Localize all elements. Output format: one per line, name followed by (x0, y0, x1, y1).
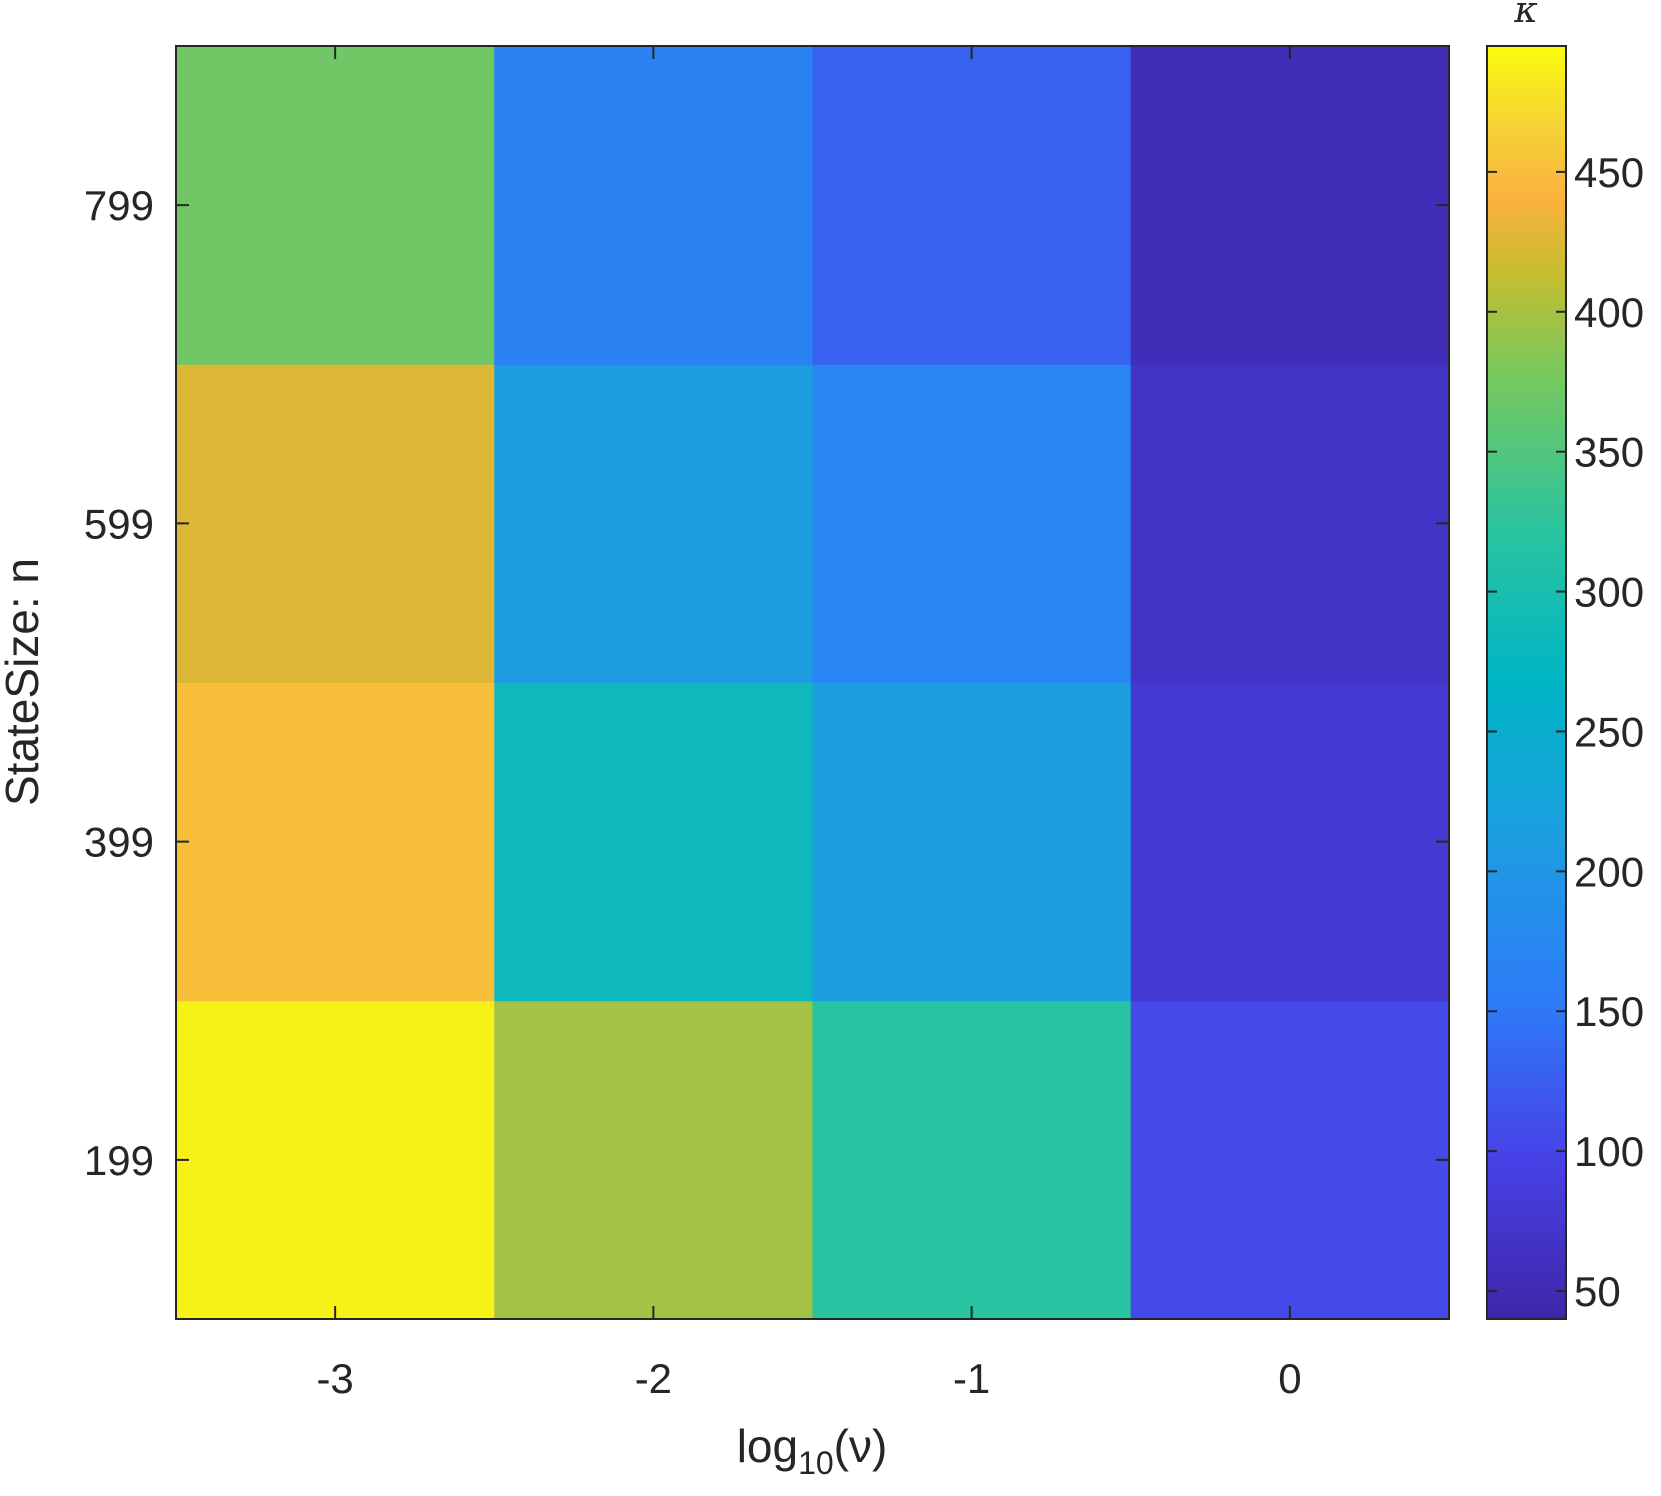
colorbar-tick-label: 200 (1574, 848, 1644, 895)
colorbar-tick-label: 150 (1574, 988, 1644, 1035)
colorbar-tick-label: 250 (1574, 708, 1644, 755)
y-tick-label: 799 (84, 182, 154, 229)
heatmap-cell (1130, 46, 1450, 365)
y-tick-label: 199 (84, 1137, 154, 1184)
colorbar-ticks: 50 100 150 200 250 300 350 400 450 (1487, 149, 1644, 1315)
x-axis-title-subscript: 10 (798, 1445, 834, 1481)
heatmap-cell (1130, 1000, 1450, 1320)
y-tick-labels: 199 399 599 799 (84, 182, 154, 1184)
x-tick-label: -1 (953, 1355, 990, 1402)
y-tick-label: 599 (84, 500, 154, 547)
heatmap-cells (176, 46, 1450, 1320)
heatmap-cell (812, 682, 1132, 1002)
colorbar-tick-label: 300 (1574, 569, 1644, 616)
x-axis-title-base: log (737, 1420, 798, 1472)
heatmap-cell (494, 682, 813, 1002)
plot-frame (175, 45, 1450, 1320)
y-axis-title: StateSize: n (0, 558, 48, 806)
x-tick-labels: -3 -2 -1 0 (316, 1355, 1301, 1402)
heatmap-cell (1130, 682, 1450, 1002)
x-tick-label: 0 (1278, 1355, 1301, 1402)
heatmap-cell (1130, 364, 1450, 683)
colorbar-tick-label: 400 (1574, 289, 1644, 336)
heatmap-cell (812, 46, 1132, 365)
heatmap-cell (494, 1000, 813, 1320)
colorbar-title: κ (1513, 0, 1538, 31)
y-tick-label: 399 (84, 819, 154, 866)
heatmap-cell (812, 1000, 1132, 1320)
heatmap-cell (176, 1000, 495, 1320)
axis-ticks (176, 46, 1449, 1319)
colorbar-tick-label: 350 (1574, 429, 1644, 476)
colorbar-tick-label: 50 (1574, 1268, 1621, 1315)
x-axis-title: log10(ν) (737, 1420, 888, 1481)
heatmap-cell (494, 364, 813, 683)
heatmap-cell (176, 682, 495, 1002)
x-tick-label: -2 (635, 1355, 672, 1402)
colorbar-tick-label: 450 (1574, 149, 1644, 196)
heatmap-cell (812, 364, 1132, 683)
heatmap-cell (494, 46, 813, 365)
x-axis-title-arg: (ν) (834, 1420, 888, 1472)
heatmap-cell (176, 46, 495, 365)
colorbar (1486, 45, 1567, 1320)
colorbar-tick-label: 100 (1574, 1128, 1644, 1175)
x-tick-label: -3 (316, 1355, 353, 1402)
heatmap-cell (176, 364, 495, 683)
